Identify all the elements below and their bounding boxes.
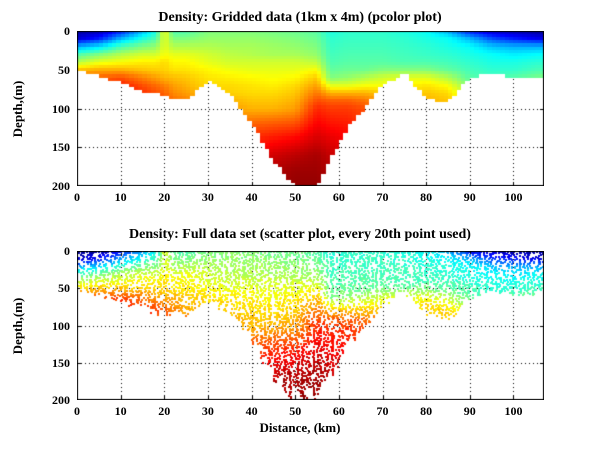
top-plot-axes	[77, 31, 544, 186]
x-tick-label-top: 60	[332, 190, 345, 204]
x-tick-label-bot: 40	[245, 404, 258, 418]
x-tick-label-bot: 50	[289, 404, 302, 418]
x-tick-label-top: 0	[74, 190, 80, 204]
x-tick-label-top: 100	[504, 190, 523, 204]
scatter-plot-canvas	[77, 251, 544, 400]
top-plot-title: Density: Gridded data (1km x 4m) (pcolor…	[158, 10, 442, 25]
y-tick-label-bot: 150	[52, 355, 70, 370]
x-tick-label-top: 10	[114, 190, 127, 204]
y-tick-label-top: 100	[52, 101, 70, 116]
y-tick-label-bot: 200	[52, 393, 70, 407]
y-axis-label-top: Depth,(m)	[10, 80, 25, 138]
x-tick-label-top: 80	[420, 190, 433, 204]
y-tick-label-top: 0	[64, 24, 70, 38]
y-axis-label-bottom: Depth,(m)	[10, 297, 25, 355]
y-tick-label-top: 150	[52, 140, 70, 155]
x-tick-label-top: 30	[201, 190, 214, 204]
x-tick-label-top: 70	[376, 190, 389, 204]
y-tick-label-bot: 50	[58, 281, 70, 296]
x-tick-label-bot: 90	[463, 404, 476, 418]
bottom-plot-title: Density: Full data set (scatter plot, ev…	[129, 227, 471, 242]
x-tick-label-bot: 70	[376, 404, 389, 418]
y-tick-label-bot: 100	[52, 318, 70, 333]
x-tick-label-top: 20	[158, 190, 171, 204]
y-tick-label-top: 50	[58, 62, 70, 77]
x-tick-label-bot: 0	[74, 404, 80, 418]
x-tick-label-bot: 60	[332, 404, 345, 418]
x-tick-label-bot: 100	[504, 404, 523, 418]
pcolor-plot-canvas	[77, 31, 544, 186]
y-tick-label-bot: 0	[64, 244, 70, 258]
bottom-plot-axes	[77, 251, 544, 400]
x-tick-label-bot: 80	[420, 404, 433, 418]
x-tick-label-top: 50	[289, 190, 302, 204]
x-tick-label-bot: 10	[114, 404, 127, 418]
x-axis-label: Distance, (km)	[259, 420, 341, 435]
x-tick-label-bot: 30	[201, 404, 214, 418]
x-tick-label-top: 90	[463, 190, 476, 204]
x-tick-label-top: 40	[245, 190, 258, 204]
y-tick-label-top: 200	[52, 179, 70, 193]
x-tick-label-bot: 20	[158, 404, 171, 418]
